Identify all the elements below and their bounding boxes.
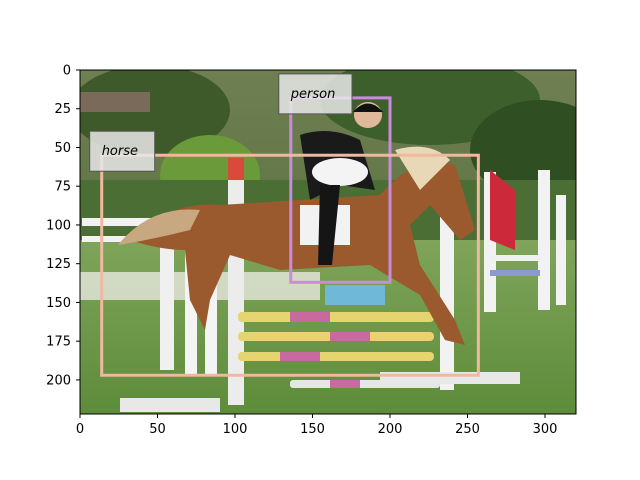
x-tick-label: 150	[300, 422, 325, 437]
x-tick-label: 300	[533, 422, 558, 437]
person-label-box	[278, 73, 353, 115]
person-label-text: person	[290, 87, 336, 102]
y-tick-label: 175	[46, 335, 71, 350]
person-detection: person	[278, 73, 392, 284]
y-tick-label: 75	[54, 180, 71, 195]
horse-bounding-box	[100, 153, 480, 377]
horse-detection: horse	[89, 130, 480, 377]
y-tick-label: 200	[46, 373, 71, 388]
y-tick-label: 150	[46, 296, 71, 311]
x-tick-label: 200	[378, 422, 403, 437]
x-tick-label: 50	[149, 422, 166, 437]
photo	[80, 70, 576, 414]
axes-frame	[79, 69, 577, 415]
x-axis-ticks: 0 50 100 150 200 250 300	[76, 414, 558, 437]
y-tick-label: 50	[54, 141, 71, 156]
y-axis-ticks: 0 25 50 75 100 125 150 175 200	[46, 64, 80, 388]
horse-label-text: horse	[102, 144, 138, 159]
horse-label-box	[89, 130, 156, 172]
y-tick-label: 25	[54, 102, 71, 117]
x-tick-label: 0	[76, 422, 84, 437]
x-tick-label: 250	[455, 422, 480, 437]
y-tick-label: 0	[63, 64, 71, 79]
detection-boxes: person horse	[89, 73, 480, 377]
y-tick-label: 100	[46, 218, 71, 233]
x-tick-label: 100	[223, 422, 248, 437]
y-tick-label: 125	[46, 257, 71, 272]
